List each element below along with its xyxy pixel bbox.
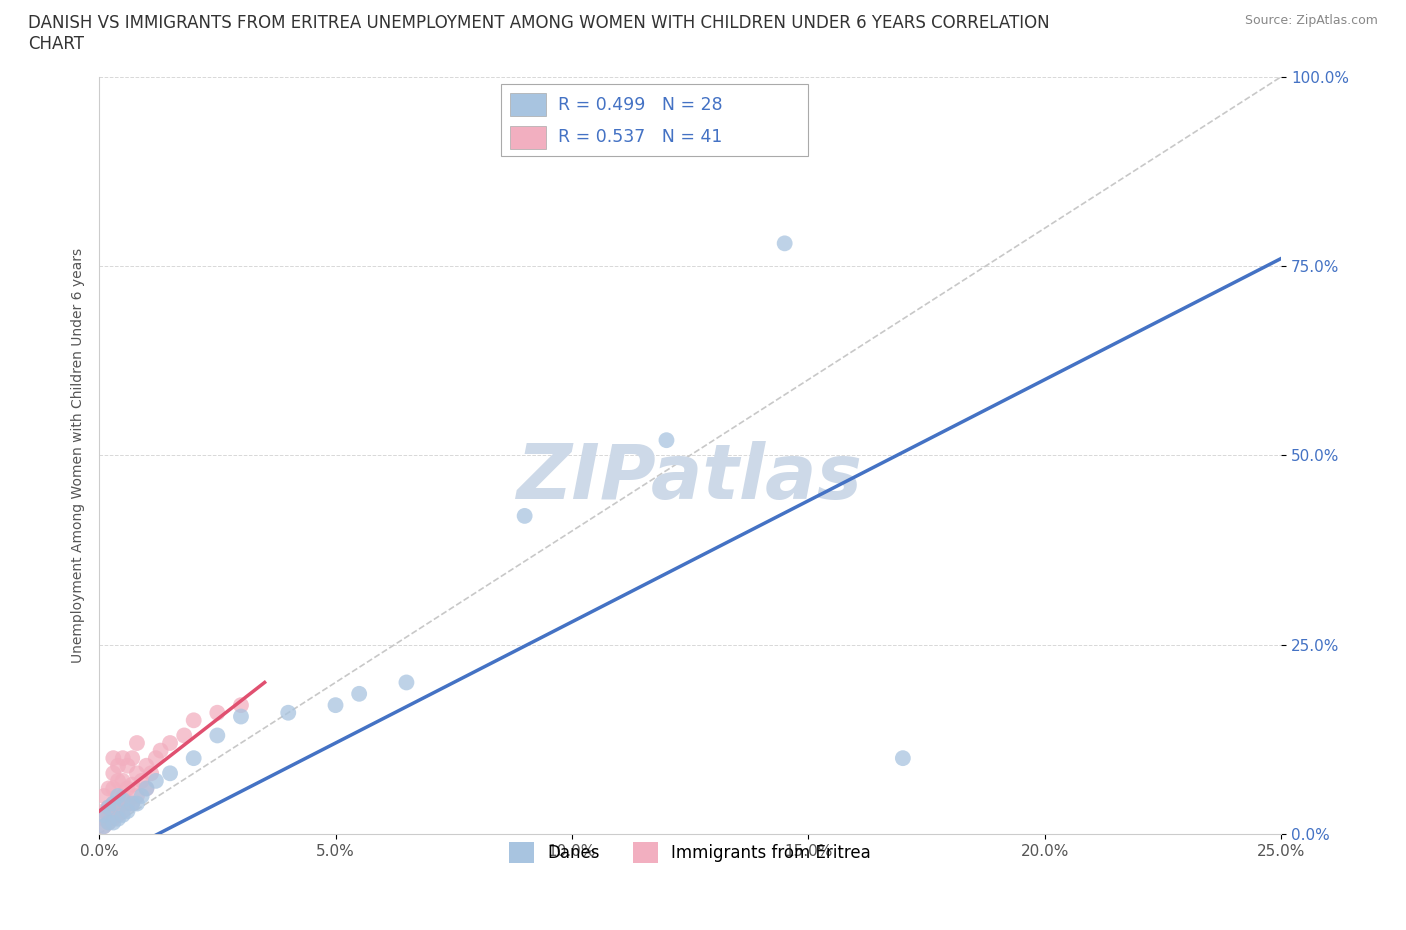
Point — [131, 789, 153, 804]
Point — [103, 811, 125, 826]
Point — [125, 736, 148, 751]
Point — [117, 804, 139, 818]
Point — [107, 811, 129, 826]
Point — [103, 796, 125, 811]
Point — [117, 796, 139, 811]
Point — [135, 781, 157, 796]
Point — [107, 807, 129, 822]
Point — [655, 432, 678, 447]
Point — [97, 807, 120, 822]
Point — [149, 743, 172, 758]
Point — [135, 758, 157, 773]
Point — [111, 774, 134, 789]
Point — [139, 766, 162, 781]
Point — [183, 713, 205, 728]
Point — [97, 781, 120, 796]
Point — [145, 774, 167, 789]
Point — [125, 789, 148, 804]
Point — [173, 728, 195, 743]
Text: Source: ZipAtlas.com: Source: ZipAtlas.com — [1244, 14, 1378, 27]
Point — [103, 796, 125, 811]
Point — [277, 705, 299, 720]
Point — [111, 792, 134, 807]
Point — [347, 686, 370, 701]
Point — [135, 781, 157, 796]
Point — [183, 751, 205, 765]
Point — [107, 789, 129, 804]
Point — [229, 709, 252, 724]
Point — [131, 774, 153, 789]
Text: ZIPatlas: ZIPatlas — [517, 441, 863, 515]
Point — [97, 800, 120, 815]
Point — [159, 766, 181, 781]
Point — [145, 751, 167, 765]
Point — [117, 781, 139, 796]
Point — [121, 796, 143, 811]
Point — [93, 818, 115, 833]
Point — [93, 804, 115, 818]
Point — [111, 807, 134, 822]
FancyBboxPatch shape — [510, 126, 546, 149]
Point — [103, 766, 125, 781]
Y-axis label: Unemployment Among Women with Children Under 6 years: Unemployment Among Women with Children U… — [72, 247, 86, 663]
Point — [207, 728, 229, 743]
Point — [125, 766, 148, 781]
Point — [513, 509, 536, 524]
Legend: Danes, Immigrants from Eritrea: Danes, Immigrants from Eritrea — [501, 834, 880, 871]
Point — [111, 789, 134, 804]
Point — [93, 818, 115, 833]
Point — [117, 758, 139, 773]
Point — [103, 815, 125, 830]
Text: R = 0.499   N = 28: R = 0.499 N = 28 — [558, 96, 723, 113]
Point — [93, 811, 115, 826]
Point — [107, 774, 129, 789]
Text: DANISH VS IMMIGRANTS FROM ERITREA UNEMPLOYMENT AMONG WOMEN WITH CHILDREN UNDER 6: DANISH VS IMMIGRANTS FROM ERITREA UNEMPL… — [28, 14, 1050, 32]
Point — [111, 804, 134, 818]
Text: R = 0.537   N = 41: R = 0.537 N = 41 — [558, 128, 723, 146]
Point — [891, 751, 914, 765]
Text: CHART: CHART — [28, 35, 84, 53]
Point — [97, 815, 120, 830]
Point — [121, 751, 143, 765]
Point — [121, 796, 143, 811]
Point — [93, 789, 115, 804]
Point — [125, 796, 148, 811]
Point — [97, 815, 120, 830]
Point — [103, 781, 125, 796]
Point — [325, 698, 347, 712]
Point — [121, 777, 143, 792]
Point — [773, 236, 796, 251]
Point — [207, 705, 229, 720]
Point — [111, 751, 134, 765]
Point — [229, 698, 252, 712]
Point — [107, 758, 129, 773]
FancyBboxPatch shape — [510, 93, 546, 116]
Point — [97, 800, 120, 815]
Point — [159, 736, 181, 751]
Point — [93, 807, 115, 822]
FancyBboxPatch shape — [501, 85, 808, 156]
Point — [103, 751, 125, 765]
Point — [395, 675, 418, 690]
Point — [107, 796, 129, 811]
